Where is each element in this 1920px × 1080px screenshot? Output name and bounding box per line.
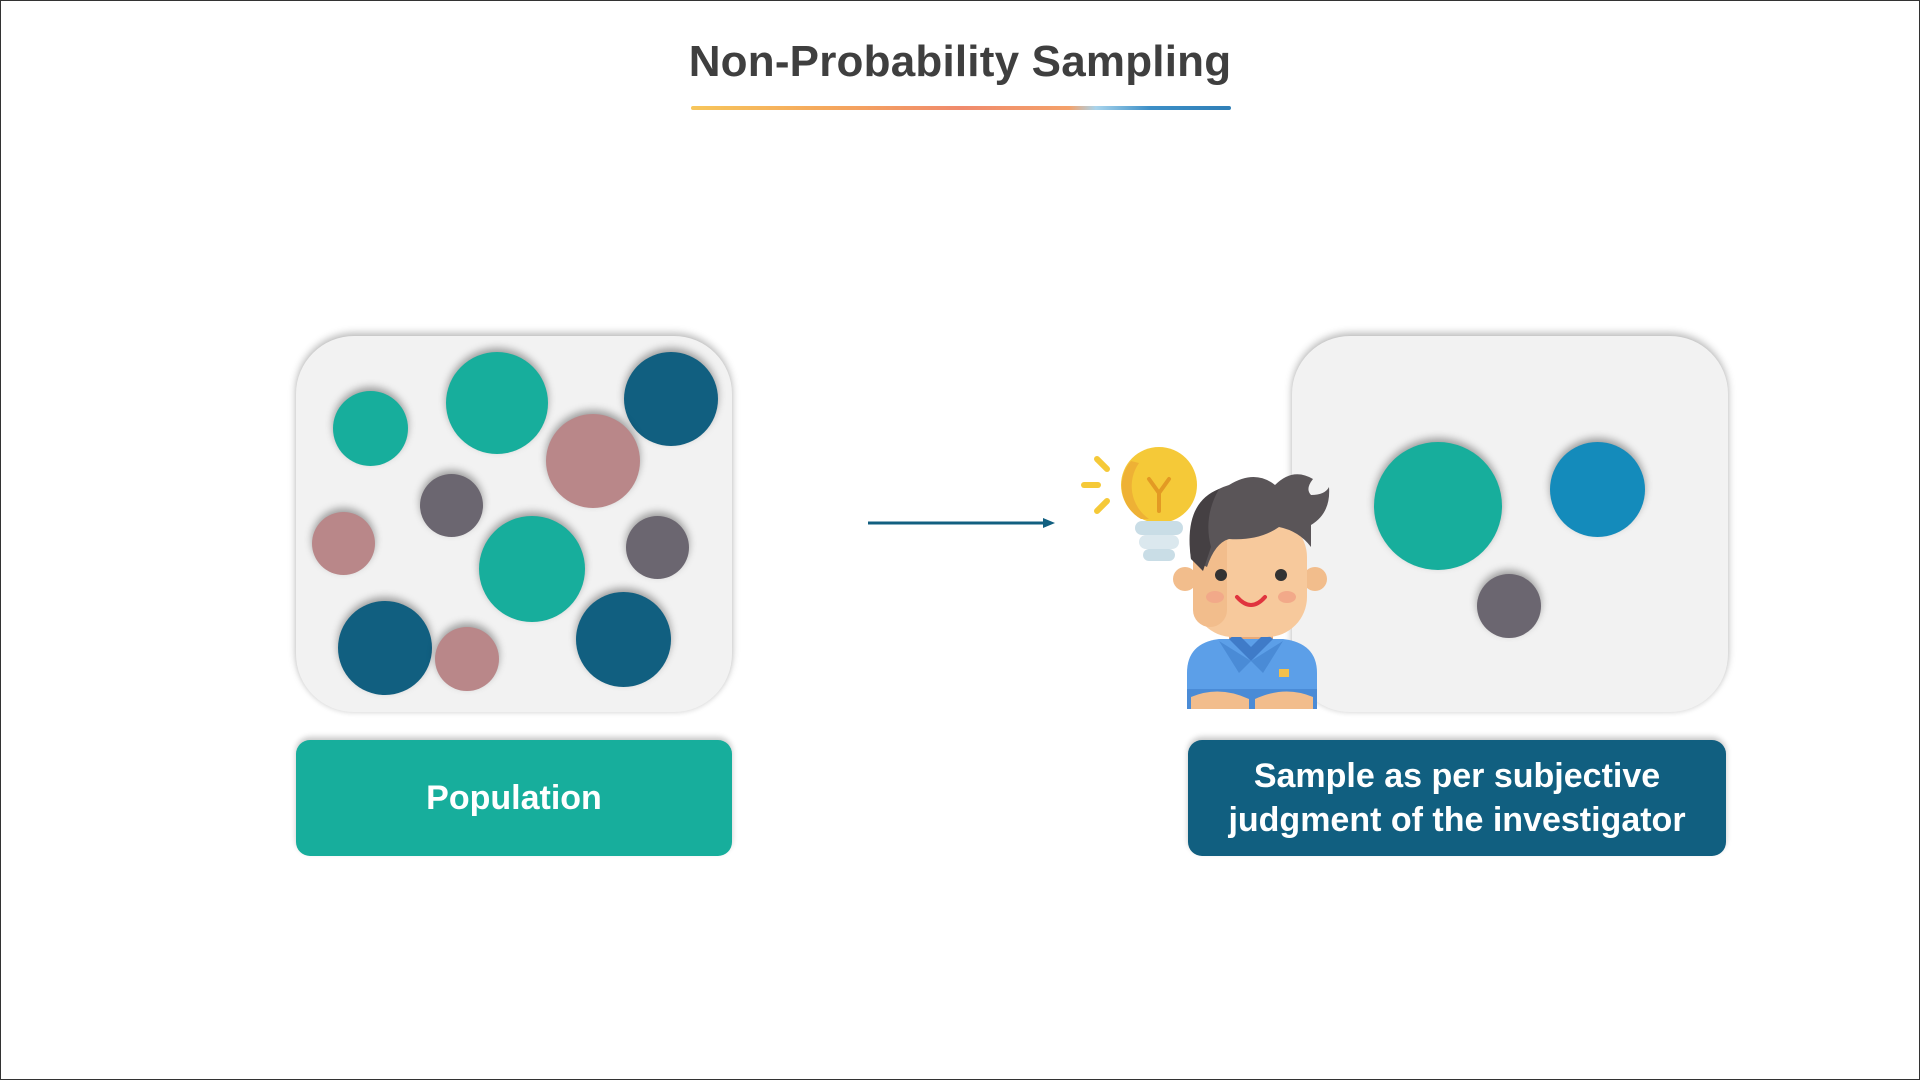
- population-dot: [624, 352, 718, 446]
- population-dot: [626, 516, 689, 579]
- population-dot: [546, 414, 640, 508]
- population-dot: [446, 352, 548, 454]
- page-title: Non-Probability Sampling: [688, 37, 1232, 86]
- population-dot: [338, 601, 432, 695]
- sample-dot: [1477, 574, 1541, 638]
- sample-label: Sample as per subjective judgment of the…: [1188, 740, 1726, 856]
- sample-panel: [1292, 336, 1728, 712]
- sample-dot: [1550, 442, 1645, 537]
- population-dot: [479, 516, 585, 622]
- population-dot: [420, 474, 483, 537]
- population-dot: [333, 391, 408, 466]
- sample-dot: [1374, 442, 1502, 570]
- title-underline: [691, 106, 1231, 110]
- person-with-lightbulb-icon: [1081, 447, 1330, 709]
- population-panel: [296, 336, 732, 712]
- population-label: Population: [296, 740, 732, 856]
- population-dot: [435, 627, 499, 691]
- arrow-right-icon: [868, 518, 1055, 528]
- population-dot: [312, 512, 375, 575]
- population-dot: [576, 592, 671, 687]
